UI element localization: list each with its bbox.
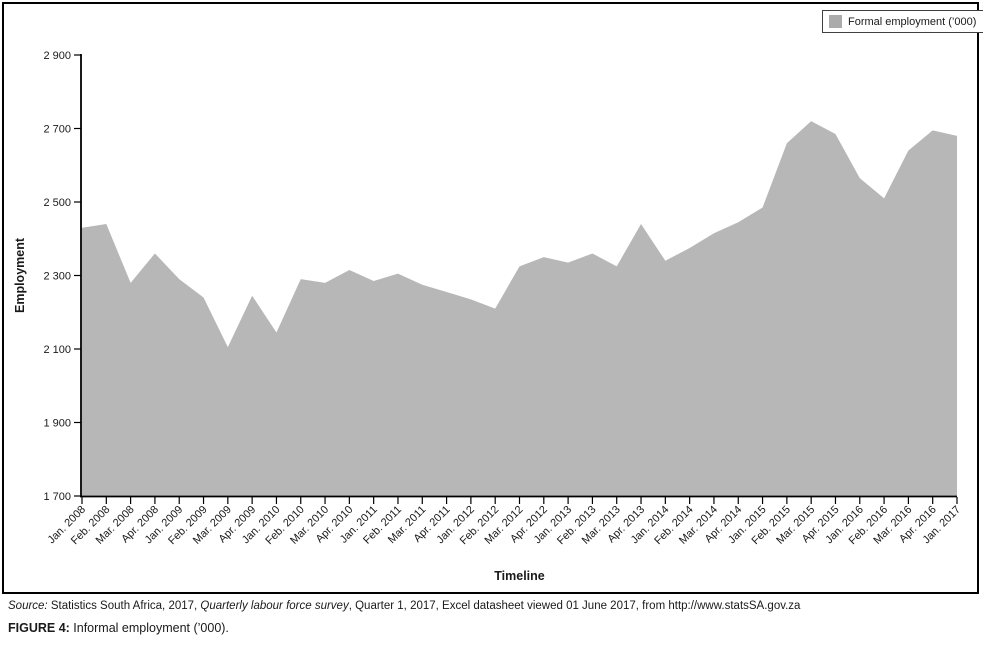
legend-label: Formal employment (’000)	[848, 15, 977, 28]
legend: Formal employment (’000)	[822, 10, 983, 33]
y-tick-label: 2 500	[43, 197, 71, 209]
legend-swatch-formal-employment	[829, 15, 842, 28]
area-series-formal-employment	[82, 121, 957, 497]
source-note: Source: Statistics South Africa, 2017, Q…	[8, 600, 800, 612]
x-axis-title: Timeline	[494, 569, 545, 583]
y-tick-label: 2 300	[43, 271, 71, 283]
source-journal-title: Quarterly labour force survey	[200, 600, 349, 612]
y-axis-title: Employment	[13, 237, 27, 313]
y-tick-label: 2 100	[43, 344, 71, 356]
y-tick-label: 1 900	[43, 418, 71, 430]
figure-caption-label: FIGURE 4:	[8, 621, 70, 635]
source-text-2: , Quarter 1, 2017, Excel datasheet viewe…	[348, 600, 801, 612]
source-text-1: Statistics South Africa, 2017,	[47, 600, 201, 612]
y-tick-label: 2 900	[43, 50, 71, 62]
source-label: Source:	[8, 600, 48, 612]
y-tick-label: 1 700	[43, 491, 71, 503]
figure-caption-text: Informal employment (’000).	[69, 621, 229, 635]
y-tick-label: 2 700	[43, 124, 71, 136]
figure-caption: FIGURE 4: Informal employment (’000).	[8, 621, 229, 635]
